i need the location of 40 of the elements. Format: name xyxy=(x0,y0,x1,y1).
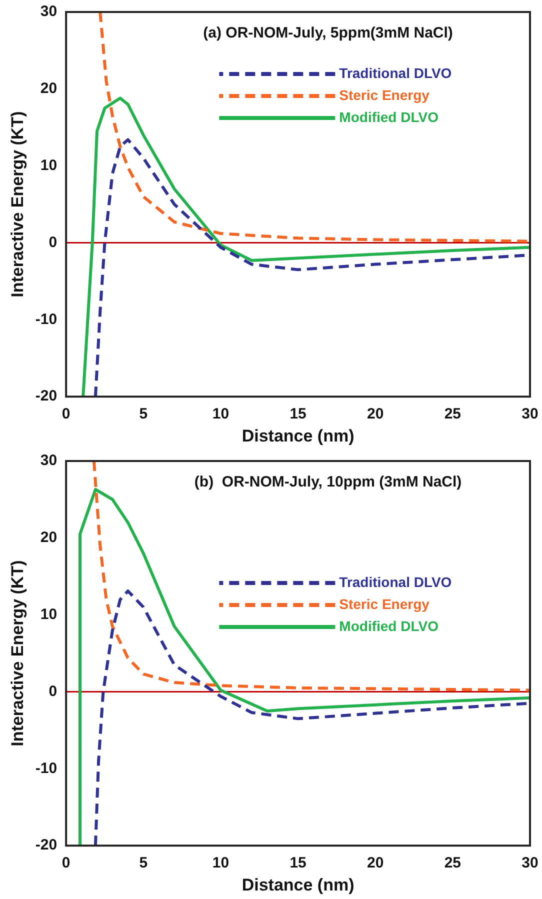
x-tick-label: 25 xyxy=(444,406,462,423)
x-tick-label: 10 xyxy=(212,854,230,872)
y-tick-label: -10 xyxy=(35,760,58,777)
y-tick-label: 20 xyxy=(40,80,58,98)
x-tick-label: 20 xyxy=(367,406,384,423)
y-tick-label: -20 xyxy=(35,388,58,405)
x-tick-label: 10 xyxy=(212,406,230,423)
line-series xyxy=(92,461,530,692)
text: Modified DLVO xyxy=(339,618,439,634)
y-tick-label: 0 xyxy=(48,234,58,251)
x-tick-label: 30 xyxy=(522,406,538,423)
y-tick-label: 20 xyxy=(40,529,58,546)
x-tick-label: 5 xyxy=(139,406,148,423)
y-tick-label: -10 xyxy=(35,310,58,328)
x-tick-label: 15 xyxy=(290,854,306,872)
text: Steric Energy xyxy=(339,596,430,612)
y-tick-label: 0 xyxy=(48,682,58,700)
x-tick-label: 25 xyxy=(444,854,462,872)
x-tick-label: 0 xyxy=(62,406,70,423)
y-tick-label: -20 xyxy=(35,836,58,854)
x-tick-label: 30 xyxy=(522,854,538,872)
x-tick-label: 15 xyxy=(290,406,306,423)
text: Traditional DLVO xyxy=(339,574,452,590)
y-tick-label: 30 xyxy=(40,3,58,20)
annotation: (a) OR-NOM-July, 5ppm(3mM NaCl) xyxy=(203,24,453,42)
line-series xyxy=(98,12,530,243)
y-axis-title: Interactive Energy (KT) xyxy=(8,560,27,746)
x-tick-label: 20 xyxy=(367,854,384,872)
y-tick-label: 10 xyxy=(40,156,58,174)
x-axis-title: Distance (nm) xyxy=(242,426,354,446)
text: Modified DLVO xyxy=(339,108,439,125)
x-axis-title: Distance (nm) xyxy=(242,875,354,894)
y-tick-label: 10 xyxy=(40,606,58,623)
text: Traditional DLVO xyxy=(339,64,452,81)
x-tick-label: 5 xyxy=(139,854,148,872)
y-axis-title: Interactive Energy (KT) xyxy=(8,111,27,298)
text: Steric Energy xyxy=(339,86,430,103)
y-tick-label: 30 xyxy=(40,452,58,470)
x-tick-label: 0 xyxy=(62,854,70,872)
annotation: (b) OR-NOM-July, 10ppm (3mM NaCl) xyxy=(194,474,462,491)
